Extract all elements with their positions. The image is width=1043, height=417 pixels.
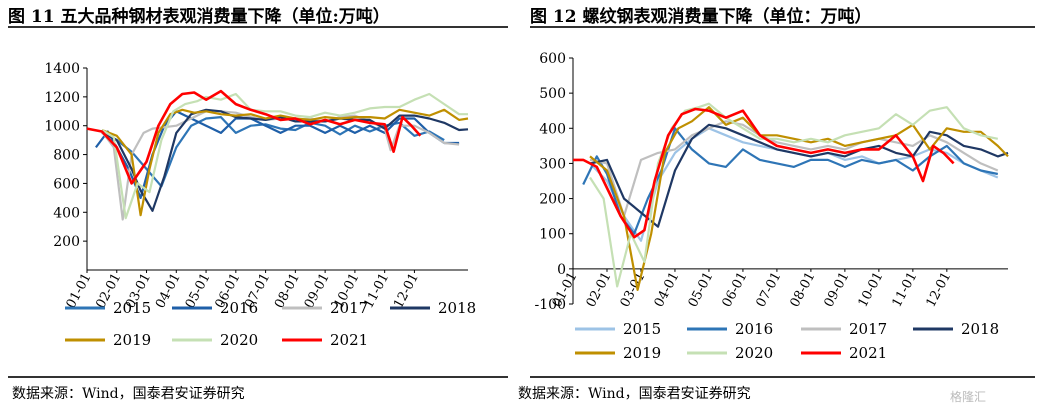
left-line-chart: 20040060080010001200140001-0102-0103-010… bbox=[44, 61, 476, 349]
right-series-line-2016 bbox=[582, 127, 999, 235]
right-x-tick-label: 04-01 bbox=[652, 270, 683, 310]
right-x-tick-label: 07-01 bbox=[754, 270, 785, 310]
right-line-chart: -100 0 100 200 300 400 500 600 01-01 02-01 03-01 04… bbox=[535, 51, 1009, 362]
left-legend-label-2016: 2016 bbox=[220, 299, 258, 317]
right-series-line-2020 bbox=[589, 102, 999, 288]
right-legend-label-2017: 2017 bbox=[849, 320, 887, 338]
right-x-tick-label: 09-01 bbox=[822, 270, 853, 310]
left-x-tick-label: 08-01 bbox=[272, 271, 303, 311]
left-x-tick-label: 04-01 bbox=[153, 271, 184, 311]
right-series-line-2021 bbox=[573, 107, 955, 239]
left-y-tick-label: 200 bbox=[53, 234, 80, 250]
right-x-tick-label: 01-01 bbox=[550, 270, 581, 310]
right-chart-title: 图 12 螺纹钢表观消费量下降（单位：万吨） bbox=[530, 7, 872, 27]
right-x-tick-label: 12-01 bbox=[924, 270, 955, 310]
right-x-tick-label: 05-01 bbox=[686, 270, 717, 310]
left-legend-label-2020: 2020 bbox=[220, 331, 258, 349]
left-x-tick-label: 01-01 bbox=[64, 271, 95, 311]
left-y-tick-label: 600 bbox=[53, 176, 80, 192]
right-y-tick-label: 500 bbox=[539, 86, 566, 102]
left-y-tick-label: 1400 bbox=[44, 61, 80, 77]
right-source-rule bbox=[530, 376, 1035, 378]
right-x-tick-label: 02-01 bbox=[584, 270, 615, 310]
right-y-tick-label: 100 bbox=[539, 227, 566, 243]
right-x-tick-label: 11-01 bbox=[890, 270, 921, 310]
right-legend-label-2016: 2016 bbox=[735, 320, 773, 338]
right-y-tick-label: 600 bbox=[539, 51, 566, 67]
right-y-tick-label: -100 bbox=[535, 297, 566, 313]
left-series-line-2018 bbox=[101, 108, 469, 212]
right-x-tick-label: 03-01 bbox=[618, 270, 649, 310]
left-chart-title: 图 11 五大品种钢材表观消费量下降（单位:万吨） bbox=[8, 7, 390, 27]
right-x-tick-label: 06-01 bbox=[720, 270, 751, 310]
right-legend-label-2021: 2021 bbox=[849, 344, 887, 362]
right-legend-label-2019: 2019 bbox=[623, 344, 661, 362]
right-x-tick-label: 10-01 bbox=[856, 270, 887, 310]
right-y-tick-label: 300 bbox=[539, 156, 566, 172]
left-legend-label-2018: 2018 bbox=[438, 299, 476, 317]
right-legend-label-2018: 2018 bbox=[961, 320, 999, 338]
left-source-rule bbox=[8, 376, 508, 378]
left-series-line-2016 bbox=[95, 110, 460, 199]
left-y-tick-label: 1000 bbox=[44, 119, 80, 135]
right-y-tick-label: 400 bbox=[539, 121, 566, 137]
left-y-tick-label: 1200 bbox=[44, 90, 80, 106]
left-data-source: 数据来源：Wind，国泰君安证券研究 bbox=[12, 386, 245, 402]
right-y-tick-label: 200 bbox=[539, 192, 566, 208]
left-y-tick-label: 800 bbox=[53, 148, 80, 164]
right-series-line-2018 bbox=[589, 123, 1009, 228]
left-x-tick-label: 05-01 bbox=[183, 271, 214, 311]
left-legend-label-2017: 2017 bbox=[330, 299, 368, 317]
right-title-rule bbox=[530, 26, 1035, 28]
left-x-tick-label: 12-01 bbox=[391, 271, 422, 311]
right-series-line-2019 bbox=[589, 106, 1009, 291]
left-legend-label-2015: 2015 bbox=[113, 299, 151, 317]
left-legend-label-2021: 2021 bbox=[330, 331, 368, 349]
right-x-tick-label: 08-01 bbox=[788, 270, 819, 310]
left-series-line-2020 bbox=[101, 92, 468, 220]
right-legend-label-2015: 2015 bbox=[623, 320, 661, 338]
watermark: 格隆汇 bbox=[950, 390, 987, 404]
right-legend-label-2020: 2020 bbox=[735, 344, 773, 362]
right-series-line-2017 bbox=[589, 120, 999, 218]
left-y-tick-label: 400 bbox=[53, 205, 80, 221]
left-legend-label-2019: 2019 bbox=[113, 331, 151, 349]
left-title-rule bbox=[8, 26, 508, 28]
left-series-line-2021 bbox=[86, 89, 422, 185]
right-y-tick-label: 0 bbox=[557, 262, 566, 278]
right-data-source: 数据来源：Wind，国泰君安证券研究 bbox=[518, 386, 751, 402]
left-x-tick-label: 09-01 bbox=[302, 271, 333, 311]
